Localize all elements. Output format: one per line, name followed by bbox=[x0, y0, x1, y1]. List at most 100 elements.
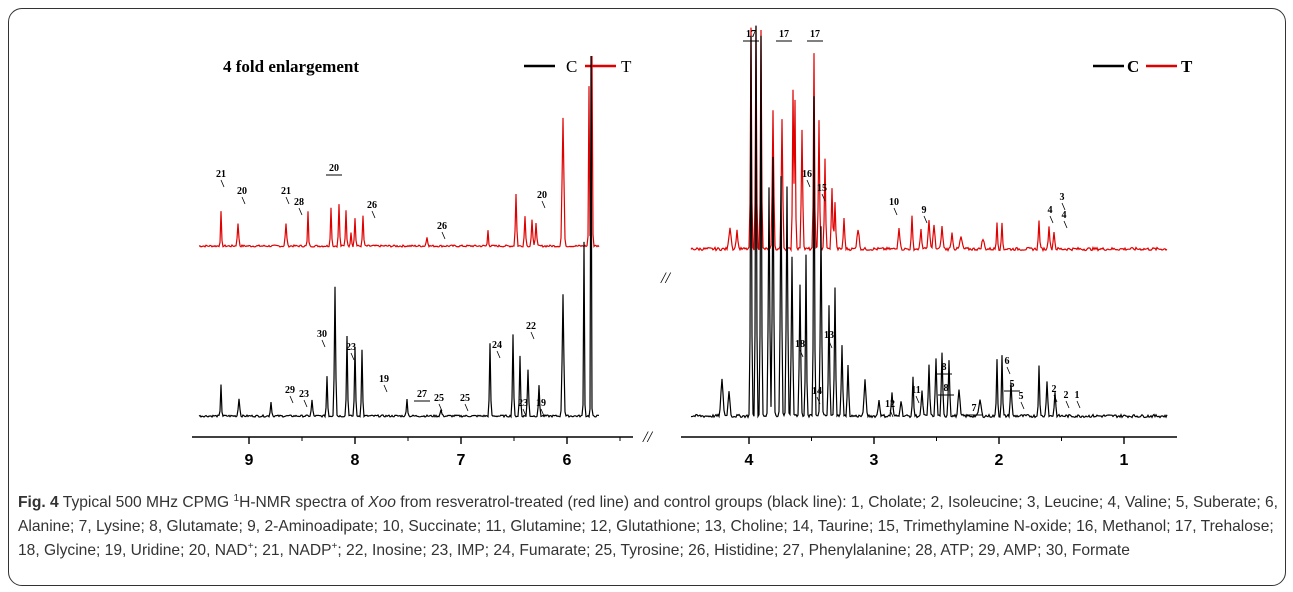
caption-sup-plus-2: + bbox=[331, 540, 338, 552]
peak-leader-line bbox=[1061, 202, 1066, 211]
peak-label-red-right: 3 bbox=[1060, 192, 1065, 203]
peak-leader-line bbox=[1063, 220, 1068, 229]
peak-label-red-right: 4 bbox=[1062, 210, 1067, 221]
peak-label-black-left: 19 bbox=[379, 374, 389, 385]
peak-leader-line bbox=[1006, 366, 1011, 375]
peak-leader-line bbox=[1076, 400, 1081, 409]
peak-label-black-left: 25 bbox=[460, 393, 470, 404]
peak-leader-line bbox=[821, 193, 826, 202]
peak-leader-line bbox=[285, 196, 290, 205]
figure-caption: Fig. 4 Typical 500 MHz CPMG 1H-NMR spect… bbox=[18, 491, 1280, 563]
peak-leader-line bbox=[522, 408, 527, 417]
legend-left-c-label: C bbox=[566, 57, 577, 76]
peak-leader-line bbox=[441, 231, 446, 240]
peak-leader-line bbox=[541, 200, 546, 209]
peak-label-black-right: 13 bbox=[824, 330, 834, 341]
peak-label-red-left: 20 bbox=[237, 186, 247, 197]
tick-label-left-9: 9 bbox=[245, 452, 254, 469]
trace-control-aliphatic bbox=[690, 25, 1168, 419]
trace-control-aromatic bbox=[198, 55, 600, 419]
peak-label-red-left: 21 bbox=[281, 186, 291, 197]
peak-label-black-right: 2 bbox=[1052, 384, 1057, 395]
peak-leader-line bbox=[350, 352, 355, 361]
peak-label-red-left: 20 bbox=[329, 163, 339, 174]
peak-leader-line bbox=[923, 215, 928, 224]
peak-leader-line bbox=[438, 403, 443, 412]
peak-label-black-left: 24 bbox=[492, 340, 502, 351]
caption-sup-1: 1 bbox=[233, 492, 240, 504]
peak-leader-line bbox=[1049, 215, 1054, 224]
peak-label-black-right: 8 bbox=[942, 362, 947, 373]
caption-text-c: from resveratrol-treated (red line) and … bbox=[18, 494, 1279, 559]
caption-fig-label: Fig. 4 bbox=[18, 494, 59, 511]
peak-leader-line bbox=[893, 207, 898, 216]
peak-label-red-right: 9 bbox=[922, 205, 927, 216]
peak-label-black-left: 27 bbox=[417, 389, 427, 400]
peak-label-red-left: 28 bbox=[294, 197, 304, 208]
peak-leader-line bbox=[889, 409, 894, 418]
peak-label-black-left: 23 bbox=[518, 398, 528, 409]
peak-label-black-left: 22 bbox=[526, 321, 536, 332]
peak-label-black-right: 5 bbox=[1010, 379, 1015, 390]
tick-label-left-8: 8 bbox=[351, 452, 360, 469]
peak-label-black-left: 30 bbox=[317, 329, 327, 340]
peak-label-black-right: 8 bbox=[944, 383, 949, 394]
peak-leader-line bbox=[1053, 394, 1058, 403]
legend-left-t-label: T bbox=[621, 57, 632, 76]
figure-frame: 4 fold enlargement C T C T 21 20 21 28 20 26 2… bbox=[8, 8, 1286, 586]
caption-sup-plus-1: + bbox=[247, 540, 254, 552]
tick-label-right-1: 1 bbox=[1120, 452, 1129, 469]
peak-label-black-right: 11 bbox=[911, 385, 920, 396]
peak-label-red-left: 20 bbox=[537, 190, 547, 201]
trace-treated-aromatic bbox=[198, 55, 600, 249]
peak-label-black-right: 7 bbox=[972, 403, 977, 414]
peak-label-black-left: 23 bbox=[299, 389, 309, 400]
peak-label-red-right: 15 bbox=[817, 183, 827, 194]
peak-label-black-left: 19 bbox=[536, 398, 546, 409]
caption-text-a: Typical 500 MHz CPMG bbox=[58, 494, 234, 511]
peak-label-top-red: 17 bbox=[779, 29, 789, 40]
peak-label-red-right: 4 bbox=[1048, 205, 1053, 216]
peak-label-red-left: 21 bbox=[216, 169, 226, 180]
peak-leader-line bbox=[303, 399, 308, 408]
peak-leader-line bbox=[321, 339, 326, 348]
peak-leader-line bbox=[540, 408, 545, 417]
peak-label-red-right: 16 bbox=[802, 169, 812, 180]
axis-break-bottom: // bbox=[642, 429, 653, 446]
peak-label-black-right: 2 bbox=[1064, 390, 1069, 401]
peak-leader-line bbox=[220, 179, 225, 188]
peak-leader-line bbox=[383, 384, 388, 393]
peak-label-red-left: 26 bbox=[437, 221, 447, 232]
peak-label-black-right: 1 bbox=[1075, 390, 1080, 401]
peak-label-red-right: 10 bbox=[889, 197, 899, 208]
tick-label-right-2: 2 bbox=[995, 452, 1004, 469]
tick-label-right-3: 3 bbox=[870, 452, 879, 469]
peak-label-black-right: 5 bbox=[1019, 391, 1024, 402]
peak-label-black-left: 29 bbox=[285, 385, 295, 396]
peak-label-red-left: 26 bbox=[367, 200, 377, 211]
tick-label-left-6: 6 bbox=[563, 452, 572, 469]
peak-label-top-red: 17 bbox=[746, 29, 756, 40]
peak-leader-line bbox=[464, 403, 469, 412]
peak-label-black-right: 12 bbox=[885, 399, 895, 410]
caption-text-d: ; 21, NADP bbox=[253, 542, 332, 559]
peak-leader-line bbox=[915, 395, 920, 404]
caption-text-e: ; 22, Inosine; 23, IMP; 24, Fumarate; 25… bbox=[337, 542, 1130, 559]
peak-leader-line bbox=[241, 196, 246, 205]
axis-break-middle: // bbox=[660, 270, 671, 287]
peak-label-black-right: 18 bbox=[795, 339, 805, 350]
peak-label-black-right: 6 bbox=[1005, 356, 1010, 367]
peak-leader-line bbox=[1020, 401, 1025, 410]
peak-label-black-right: 14 bbox=[812, 386, 822, 397]
peak-leader-line bbox=[289, 395, 294, 404]
peak-leader-line bbox=[298, 207, 303, 216]
peak-leader-line bbox=[828, 340, 833, 349]
trace-treated-aliphatic bbox=[690, 25, 1168, 253]
peak-label-top-red: 17 bbox=[810, 29, 820, 40]
caption-text-b: H-NMR spectra of bbox=[239, 494, 369, 511]
peak-leader-line bbox=[371, 210, 376, 219]
legend-right-c-label: C bbox=[1127, 57, 1139, 76]
legend-right-t-label: T bbox=[1181, 57, 1193, 76]
peak-label-black-left: 23 bbox=[346, 342, 356, 353]
